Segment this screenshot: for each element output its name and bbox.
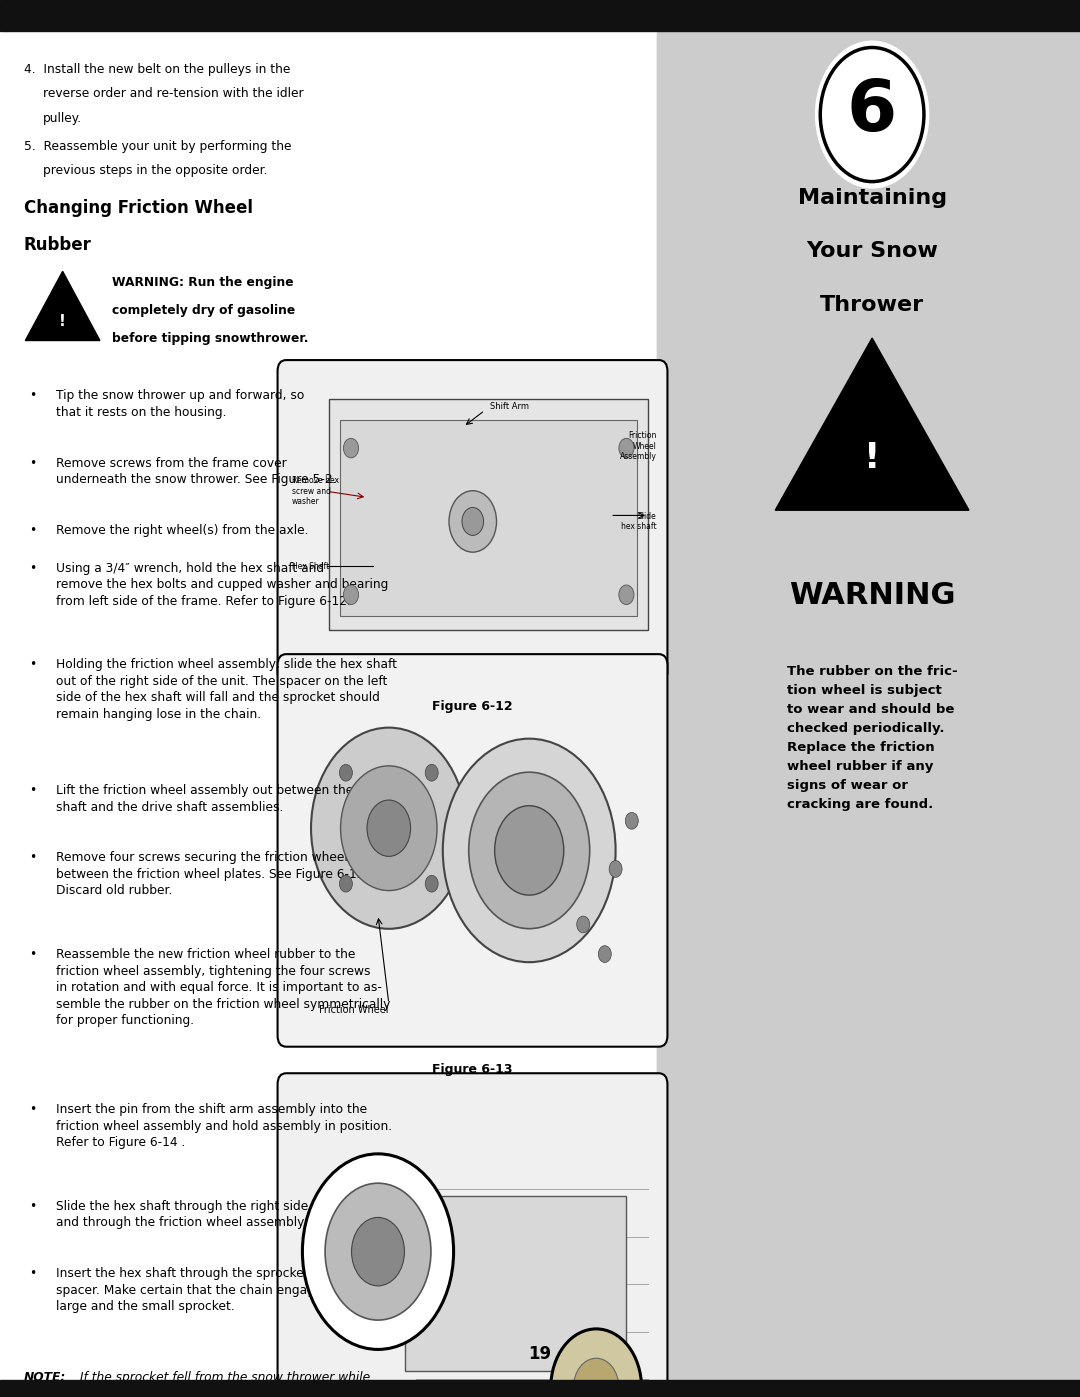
Text: !: !	[864, 441, 880, 475]
Text: Remove screws from the frame cover
underneath the snow thrower. See Figure 5-2.: Remove screws from the frame cover under…	[56, 457, 337, 486]
Circle shape	[343, 439, 359, 458]
Circle shape	[367, 800, 410, 856]
FancyBboxPatch shape	[278, 360, 667, 683]
FancyBboxPatch shape	[657, 20, 1080, 1391]
Text: •: •	[29, 851, 37, 865]
Text: WARNING: WARNING	[788, 581, 956, 609]
Text: •: •	[29, 1200, 37, 1213]
FancyBboxPatch shape	[278, 1073, 667, 1397]
Text: pulley.: pulley.	[43, 112, 82, 124]
Text: •: •	[29, 658, 37, 672]
Circle shape	[449, 490, 497, 552]
Circle shape	[352, 1217, 405, 1285]
Text: •: •	[29, 949, 37, 961]
Circle shape	[598, 946, 611, 963]
Bar	[329, 400, 648, 630]
FancyBboxPatch shape	[278, 654, 667, 1046]
Text: WARNING: Run the engine: WARNING: Run the engine	[112, 275, 294, 289]
Text: before tipping snowthrower.: before tipping snowthrower.	[112, 331, 309, 345]
Text: Lift the friction wheel assembly out between the axle
shaft and the drive shaft : Lift the friction wheel assembly out bet…	[56, 784, 383, 813]
Text: 5.  Reassemble your unit by performing the: 5. Reassemble your unit by performing th…	[24, 140, 292, 152]
Text: 4.  Install the new belt on the pulleys in the: 4. Install the new belt on the pulleys i…	[24, 63, 291, 75]
Text: •: •	[29, 784, 37, 798]
Text: Figure 6-12: Figure 6-12	[432, 700, 513, 712]
Text: completely dry of gasoline: completely dry of gasoline	[112, 303, 296, 317]
Text: •: •	[29, 457, 37, 469]
Text: •: •	[29, 1267, 37, 1280]
Polygon shape	[775, 338, 969, 510]
Text: Friction Wheel: Friction Wheel	[319, 1006, 388, 1016]
Text: Maintaining: Maintaining	[797, 189, 947, 208]
Circle shape	[609, 861, 622, 877]
Text: Reassemble the new friction wheel rubber to the
friction wheel assembly, tighten: Reassemble the new friction wheel rubber…	[56, 949, 391, 1027]
Text: •: •	[29, 562, 37, 574]
Text: !: !	[59, 314, 66, 330]
Bar	[0, 1380, 1080, 1397]
Circle shape	[625, 813, 638, 830]
Text: Hex Shaft: Hex Shaft	[292, 562, 328, 571]
Text: Thrower: Thrower	[820, 295, 924, 314]
Circle shape	[815, 41, 930, 189]
Text: Your Snow: Your Snow	[806, 242, 939, 261]
Text: Changing Friction Wheel: Changing Friction Wheel	[24, 198, 253, 217]
Text: reverse order and re-tension with the idler: reverse order and re-tension with the id…	[43, 87, 303, 101]
Text: Slide the hex shaft through the right side of the housing
and through the fricti: Slide the hex shaft through the right si…	[56, 1200, 401, 1229]
Text: Slide
hex shaft: Slide hex shaft	[621, 511, 657, 531]
Circle shape	[426, 876, 438, 893]
Text: Friction
Wheel
Assembly: Friction Wheel Assembly	[620, 432, 657, 461]
Text: NOTE:: NOTE:	[24, 1370, 66, 1383]
Text: Tip the snow thrower up and forward, so
that it rests on the housing.: Tip the snow thrower up and forward, so …	[56, 390, 305, 419]
Text: •: •	[29, 390, 37, 402]
Text: 6: 6	[847, 77, 897, 147]
Text: Holding the friction wheel assembly, slide the hex shaft
out of the right side o: Holding the friction wheel assembly, sli…	[56, 658, 397, 721]
Text: Figure 6-13: Figure 6-13	[432, 1063, 513, 1077]
Text: The rubber on the fric-
tion wheel is subject
to wear and should be
checked peri: The rubber on the fric- tion wheel is su…	[787, 665, 957, 810]
Bar	[0, 0, 1080, 31]
Circle shape	[469, 773, 590, 929]
Text: 19: 19	[528, 1345, 552, 1363]
Bar	[340, 420, 637, 616]
Circle shape	[311, 728, 467, 929]
Circle shape	[343, 585, 359, 605]
Text: Insert the hex shaft through the sprocket and the
spacer. Make certain that the : Insert the hex shaft through the sprocke…	[56, 1267, 384, 1313]
Circle shape	[619, 585, 634, 605]
Circle shape	[339, 764, 352, 781]
Circle shape	[426, 764, 438, 781]
Circle shape	[573, 1358, 619, 1397]
Text: Remove four screws securing the friction wheel rubber
between the friction wheel: Remove four screws securing the friction…	[56, 851, 393, 897]
Text: Using a 3/4″ wrench, hold the hex shaft and
remove the hex bolts and cupped wash: Using a 3/4″ wrench, hold the hex shaft …	[56, 562, 389, 608]
Circle shape	[339, 876, 352, 893]
Circle shape	[462, 507, 484, 535]
Text: Remove hex
screw and
washer: Remove hex screw and washer	[292, 476, 339, 506]
Circle shape	[495, 806, 564, 895]
Bar	[405, 1196, 626, 1370]
Polygon shape	[26, 271, 100, 341]
Text: •: •	[29, 524, 37, 536]
Text: Shift Arm: Shift Arm	[490, 402, 529, 411]
Text: Rubber: Rubber	[24, 236, 92, 254]
Circle shape	[443, 739, 616, 963]
Text: Remove the right wheel(s) from the axle.: Remove the right wheel(s) from the axle.	[56, 524, 309, 536]
Text: Insert the pin from the shift arm assembly into the
friction wheel assembly and : Insert the pin from the shift arm assemb…	[56, 1104, 392, 1150]
Circle shape	[821, 47, 924, 182]
Text: previous steps in the opposite order.: previous steps in the opposite order.	[43, 165, 268, 177]
Circle shape	[577, 916, 590, 933]
Circle shape	[619, 439, 634, 458]
Text: •: •	[29, 1104, 37, 1116]
Circle shape	[551, 1329, 642, 1397]
Circle shape	[340, 766, 437, 890]
Circle shape	[302, 1154, 454, 1350]
Text: If the sprocket fell from the snow thrower while: If the sprocket fell from the snow throw…	[76, 1370, 369, 1383]
Circle shape	[325, 1183, 431, 1320]
